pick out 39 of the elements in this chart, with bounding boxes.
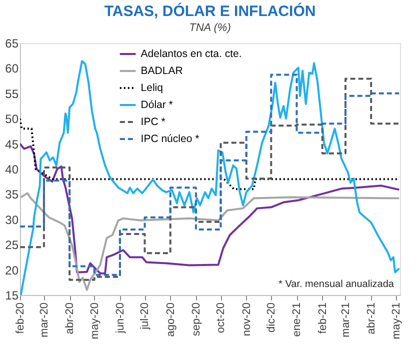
legend-label: IPC núcleo * (140, 133, 200, 145)
x-tick-label: dic-20 (266, 302, 278, 332)
x-tick-label: jun-20 (114, 302, 126, 334)
y-tick-label: 50 (5, 112, 19, 126)
y-tick-label: 25 (5, 238, 19, 252)
x-tick-label: ago-20 (164, 302, 177, 337)
line-series (20, 192, 400, 291)
y-tick-label: 60 (5, 62, 19, 76)
x-tick-label: abr-20 (64, 302, 76, 334)
x-tick-label: feb-20 (14, 302, 26, 334)
y-tick-label: 30 (5, 212, 19, 227)
annotation: * Var. mensual anualizada (278, 279, 394, 290)
y-tick-label: 45 (5, 137, 19, 152)
x-tick-label: ene-21 (291, 302, 304, 337)
x-tick-label: feb-21 (316, 302, 329, 334)
x-tick-label: mar-21 (340, 302, 352, 338)
y-tick-label: 65 (5, 36, 19, 50)
x-tick-label: may-21 (390, 302, 402, 340)
x-tick-label: jul-20 (139, 302, 152, 330)
legend-label: BADLAR (140, 65, 184, 77)
x-tick-label: nov-20 (240, 302, 253, 336)
legend-label: Dólar * (140, 99, 173, 111)
x-tick-label: abr-21 (366, 302, 378, 334)
x-tick-label: may-20 (88, 302, 101, 340)
y-tick-label: 40 (5, 162, 19, 176)
legend-label: Adelantos en cta. cte. (140, 48, 242, 60)
legend-label: IPC * (140, 116, 166, 128)
y-tick-label: 20 (5, 263, 19, 278)
y-tick-label: 35 (5, 188, 19, 202)
y-tick-label: 15 (5, 288, 19, 302)
y-tick-label: 55 (5, 86, 19, 101)
line-series (20, 142, 400, 274)
chart-subtitle: TNA (%) (189, 22, 232, 34)
chart-title: TASAS, DÓLAR E INFLACIÓN (104, 2, 316, 20)
line-series (20, 118, 400, 190)
x-tick-label: oct-20 (215, 302, 228, 334)
x-tick-label: sep-20 (190, 302, 202, 336)
x-tick-label: mar-20 (38, 302, 50, 338)
legend-label: Leliq (140, 82, 164, 94)
